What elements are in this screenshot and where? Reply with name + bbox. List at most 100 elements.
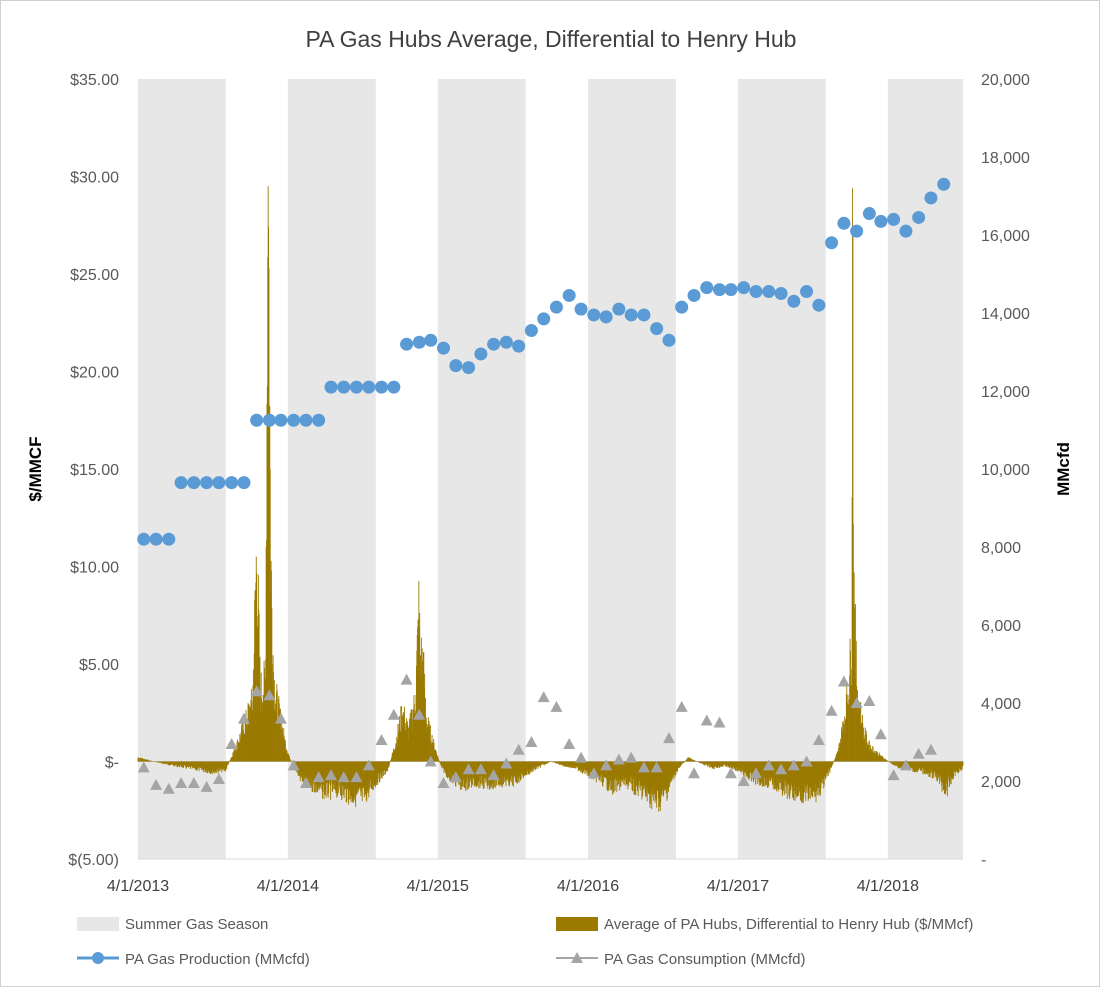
consumption-point [413, 708, 426, 720]
x-tick-label: 4/1/2018 [857, 878, 919, 895]
consumption-point [863, 695, 876, 707]
x-tick-label: 4/1/2016 [557, 878, 619, 895]
production-point [774, 287, 788, 300]
production-point [250, 413, 264, 427]
consumption-point [650, 761, 663, 773]
season-band-1 [287, 79, 376, 859]
right-tick-label: 20,000 [981, 72, 1030, 89]
legend-swatch-differential [556, 917, 598, 931]
y-left-axis-label: $/MMCF [26, 436, 45, 501]
production-point [612, 302, 626, 316]
summer-season-bands [138, 79, 963, 859]
production-point [487, 337, 501, 351]
production-point [412, 335, 426, 349]
consumption-point [337, 771, 350, 783]
production-point [724, 283, 738, 297]
y-right-axis-label: MMcfd [1054, 442, 1073, 496]
production-point [850, 224, 864, 238]
consumption-point [762, 759, 775, 771]
consumption-point [175, 776, 188, 788]
right-tick-label: 12,000 [981, 384, 1030, 401]
left-tick-label: $30.00 [70, 170, 119, 187]
right-tick-label: 18,000 [981, 150, 1030, 167]
production-point [149, 532, 163, 546]
chart-title: PA Gas Hubs Average, Differential to Hen… [306, 26, 797, 52]
production-point [899, 224, 913, 238]
production-point [237, 476, 251, 490]
consumption-point [625, 751, 638, 763]
consumption-point [737, 775, 750, 786]
consumption-point [512, 743, 525, 755]
consumption-point [187, 776, 200, 788]
consumption-point [537, 691, 550, 703]
consumption-point [525, 736, 538, 747]
legend-item-consumption: PA Gas Consumption (MMcfd) [556, 951, 805, 968]
season-band-5 [887, 79, 963, 859]
production-point [225, 476, 239, 490]
season-band-2 [437, 79, 526, 859]
production-point [749, 285, 763, 299]
consumption-point [924, 743, 937, 755]
production-point [362, 380, 376, 394]
consumption-point [825, 704, 838, 716]
left-tick-label: $35.00 [70, 72, 119, 89]
consumption-point [274, 712, 287, 724]
left-tick-label: $20.00 [70, 365, 119, 382]
consumption-point [350, 771, 363, 783]
x-tick-label: 4/1/2015 [407, 878, 469, 895]
consumption-point [787, 759, 800, 771]
left-tick-label: $25.00 [70, 267, 119, 284]
consumption-point [500, 757, 513, 769]
consumption-point [612, 753, 625, 765]
consumption-point [312, 771, 325, 783]
consumption-point [688, 767, 701, 779]
season-band-4 [737, 79, 826, 859]
right-tick-label: 14,000 [981, 306, 1030, 323]
production-point [662, 333, 676, 347]
consumption-point [424, 755, 437, 767]
consumption-point [713, 716, 726, 728]
consumption-point [462, 763, 475, 775]
consumption-point [162, 782, 175, 794]
consumption-point [575, 751, 588, 763]
consumption-point [887, 769, 900, 781]
consumption-point [837, 675, 850, 687]
x-tick-label: 4/1/2017 [707, 878, 769, 895]
consumption-point [325, 769, 338, 781]
legend-label-production: PA Gas Production (MMcfd) [125, 951, 310, 968]
production-point [349, 380, 363, 394]
production-point [650, 322, 664, 336]
consumption-point [662, 732, 675, 744]
production-point [299, 413, 313, 427]
production-point [474, 347, 488, 361]
production-point [549, 300, 563, 314]
production-point [762, 285, 776, 299]
production-point [274, 413, 288, 427]
production-point [449, 359, 463, 373]
consumption-point [250, 685, 263, 697]
production-point [512, 339, 526, 353]
production-point [324, 380, 338, 394]
consumption-point [487, 769, 500, 781]
right-tick-label: 10,000 [981, 462, 1030, 479]
production-point [375, 380, 389, 394]
production-point [462, 361, 476, 375]
production-point [687, 288, 701, 302]
right-axis-ticks: 20,000 18,000 16,000 14,000 12,000 10,000 8,00… [981, 72, 1030, 869]
production-point [337, 380, 351, 394]
x-tick-label: 4/1/2013 [107, 878, 169, 895]
consumption-point [600, 759, 613, 771]
left-tick-label: $(5.00) [68, 852, 119, 869]
right-tick-label: - [981, 852, 986, 869]
production-point [887, 212, 901, 226]
legend-label-differential: Average of PA Hubs, Differential to Henr… [604, 916, 973, 933]
legend-item-differential: Average of PA Hubs, Differential to Henr… [556, 916, 973, 933]
consumption-point [287, 759, 300, 771]
consumption-point [750, 767, 763, 779]
production-point [587, 308, 601, 322]
production-point [187, 476, 201, 490]
right-tick-label: 6,000 [981, 618, 1021, 635]
consumption-point [299, 776, 312, 788]
right-tick-label: 2,000 [981, 774, 1021, 791]
consumption-point [263, 689, 276, 701]
